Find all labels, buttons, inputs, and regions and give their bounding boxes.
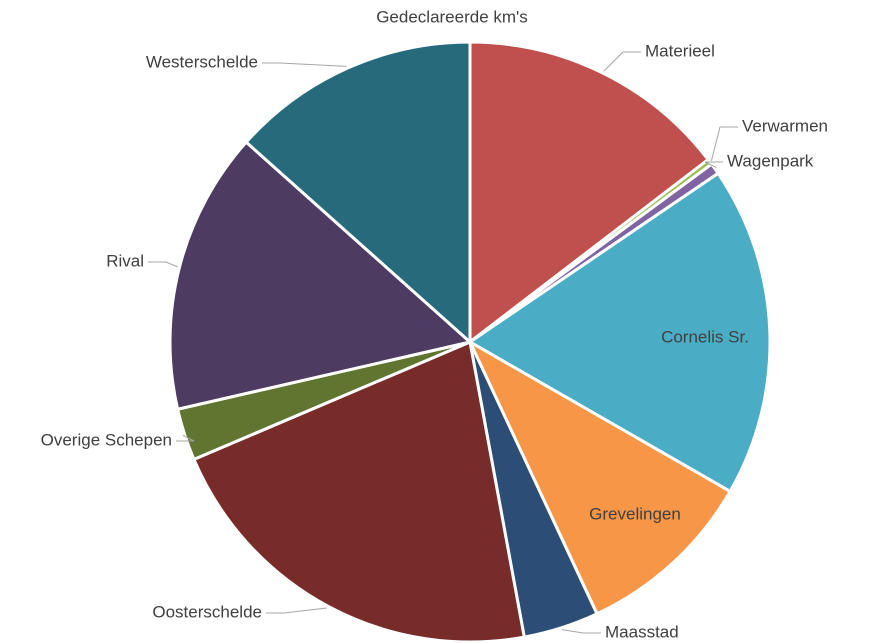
leader-line [262,62,347,67]
slice-label: Wagenpark [727,151,814,170]
slice-label: Westerschelde [146,52,258,71]
leader-line [176,434,195,442]
slice-label: Maasstad [605,622,679,641]
chart-title: Gedeclareerde km's [376,7,528,26]
pie-slice [168,140,474,412]
leader-line [266,607,327,614]
leader-line [704,161,723,168]
leader-line [711,126,738,161]
slice-label: Rival [106,251,144,270]
slice-label: Oosterschelde [152,602,262,621]
pie-slice [468,40,711,346]
leader-line [603,51,641,72]
pie-slice [191,339,527,643]
leader-line [561,629,601,634]
slice-label: Overige Schepen [41,430,172,449]
pie-slice [244,40,472,346]
slice-label: Verwarmen [742,116,828,135]
slice-label: Grevelingen [589,504,681,523]
leader-line [148,261,178,268]
slice-label: Cornelis Sr. [661,327,749,346]
pie-slice [466,338,733,616]
pie-slice [467,171,772,494]
slice-label: Materieel [645,41,715,60]
